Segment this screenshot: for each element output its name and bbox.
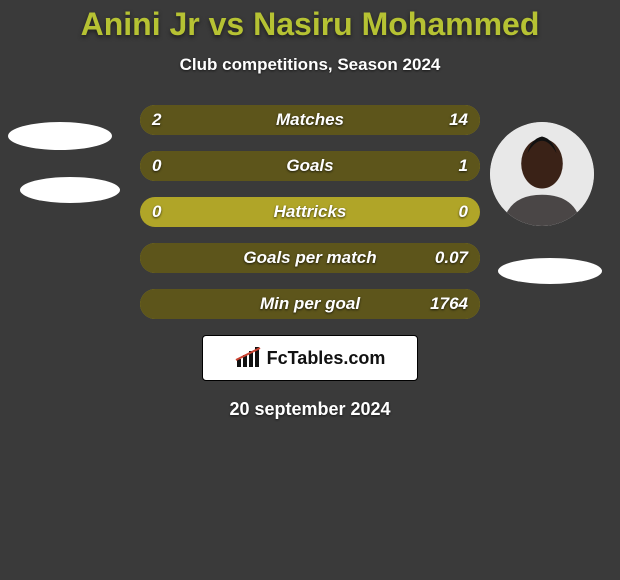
stat-label: Min per goal xyxy=(140,289,480,319)
stat-row: 0Goals1 xyxy=(140,151,480,181)
stat-rows: 2Matches140Goals10Hattricks0Goals per ma… xyxy=(140,105,480,319)
stat-label: Matches xyxy=(140,105,480,135)
stat-value-right: 1764 xyxy=(430,289,468,319)
stat-value-right: 1 xyxy=(459,151,468,181)
page-title: Anini Jr vs Nasiru Mohammed xyxy=(0,0,620,43)
stat-label: Goals per match xyxy=(140,243,480,273)
date-line: 20 september 2024 xyxy=(0,399,620,420)
stat-row: Goals per match0.07 xyxy=(140,243,480,273)
fctables-logo: FcTables.com xyxy=(202,335,418,381)
person-icon xyxy=(490,122,594,226)
right-ellipse xyxy=(498,258,602,284)
stat-row: 0Hattricks0 xyxy=(140,197,480,227)
stat-value-right: 0 xyxy=(459,197,468,227)
stats-area: 2Matches140Goals10Hattricks0Goals per ma… xyxy=(0,105,620,420)
stat-label: Hattricks xyxy=(140,197,480,227)
fctables-logo-text: FcTables.com xyxy=(267,348,386,369)
stat-value-right: 0.07 xyxy=(435,243,468,273)
left-ellipse-2 xyxy=(20,177,120,203)
stat-row: 2Matches14 xyxy=(140,105,480,135)
stat-label: Goals xyxy=(140,151,480,181)
subtitle: Club competitions, Season 2024 xyxy=(0,43,620,75)
left-ellipse-1 xyxy=(8,122,112,150)
player-right-avatar xyxy=(490,122,594,226)
stat-row: Min per goal1764 xyxy=(140,289,480,319)
stat-value-right: 14 xyxy=(449,105,468,135)
bar-chart-icon xyxy=(235,347,263,369)
